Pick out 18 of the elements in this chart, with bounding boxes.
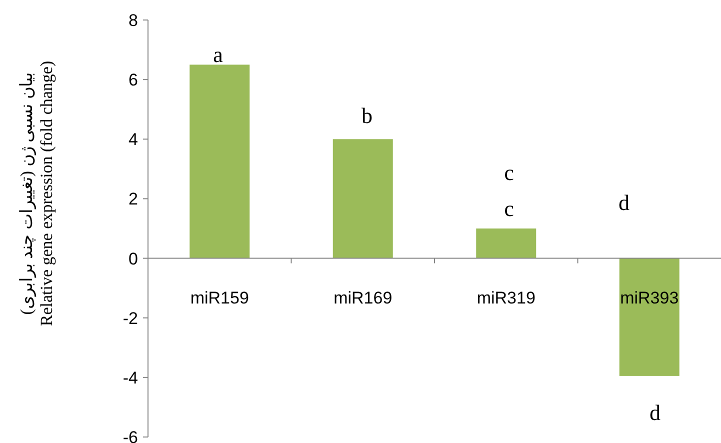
- annotation: d: [618, 190, 630, 215]
- y-tick-label: -2: [122, 308, 138, 328]
- x-tick-label: miR159: [190, 288, 249, 308]
- y-tick-label: 4: [128, 130, 138, 150]
- x-tick-label: miR393: [620, 288, 679, 308]
- annotation: c: [504, 160, 514, 185]
- annotation: c: [504, 196, 514, 221]
- annotation: b: [362, 103, 372, 128]
- y-tick-label: 2: [128, 190, 138, 209]
- annotation: a: [213, 42, 224, 67]
- y-tick-label: -4: [122, 368, 138, 388]
- annotation: d: [650, 400, 660, 425]
- y-tick-label: 8: [128, 11, 138, 30]
- x-tick-label: miR319: [476, 288, 536, 308]
- y-tick-label: 6: [128, 70, 138, 90]
- y-tick-label: -6: [122, 428, 138, 443]
- y-tick-label: 0: [128, 249, 138, 268]
- x-tick-label: miR169: [334, 288, 392, 308]
